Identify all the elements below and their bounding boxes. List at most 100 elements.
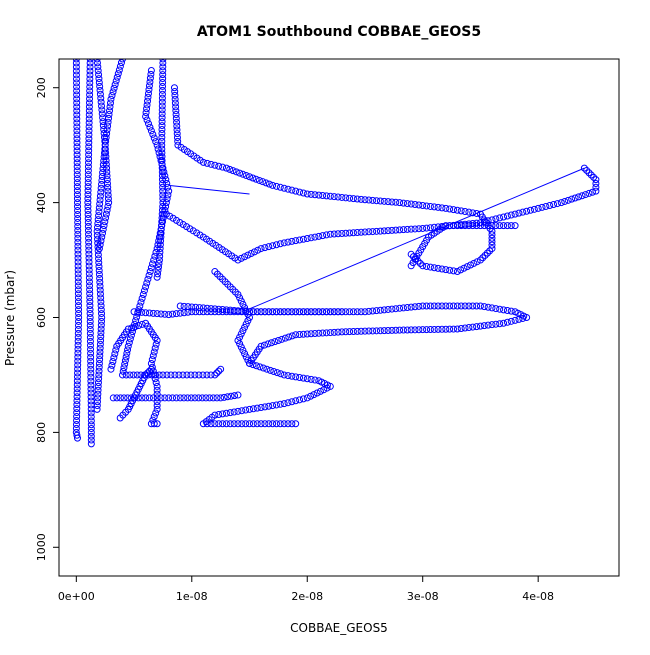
data-point	[467, 261, 475, 269]
data-point	[130, 308, 138, 316]
data-point	[100, 222, 108, 230]
data-point	[86, 71, 94, 79]
data-point	[457, 302, 465, 310]
data-point	[142, 283, 150, 291]
data-point	[388, 198, 396, 206]
data-point	[469, 323, 477, 331]
data-point	[86, 306, 94, 314]
data-point	[73, 95, 81, 103]
data-point	[96, 348, 104, 356]
data-point	[85, 135, 93, 143]
data-point	[164, 183, 172, 191]
data-point	[234, 391, 242, 399]
data-point	[253, 308, 261, 316]
data-point	[307, 392, 315, 400]
data-point	[173, 126, 181, 134]
data-point	[465, 208, 473, 216]
data-point	[241, 304, 249, 312]
data-point	[369, 327, 377, 335]
data-point	[102, 137, 110, 145]
data-point	[357, 195, 365, 203]
data-point	[326, 329, 334, 337]
data-point	[96, 86, 104, 94]
data-point	[207, 160, 215, 168]
data-point	[146, 123, 154, 131]
data-point	[269, 420, 277, 428]
data-point	[74, 207, 82, 215]
data-point	[419, 201, 427, 209]
data-point	[95, 212, 103, 220]
data-point	[211, 420, 219, 428]
data-point	[99, 169, 107, 177]
data-point	[261, 244, 269, 252]
data-point	[73, 401, 81, 409]
data-point	[276, 420, 284, 428]
data-point	[564, 196, 572, 204]
data-point	[284, 185, 292, 193]
data-point	[403, 304, 411, 312]
data-point	[500, 213, 508, 221]
data-point	[307, 190, 315, 198]
data-point	[265, 243, 273, 251]
data-point	[147, 127, 155, 135]
data-point	[446, 205, 454, 213]
data-point	[215, 305, 223, 313]
data-point	[450, 206, 458, 214]
data-point	[73, 83, 81, 91]
data-point	[434, 325, 442, 333]
data-point	[155, 263, 163, 271]
data-point	[172, 394, 180, 402]
data-point	[94, 390, 102, 398]
data-point	[96, 90, 104, 98]
data-point	[242, 420, 250, 428]
data-point	[155, 233, 163, 241]
x-axis: 0e+00 1e-08 2e-08 3e-08 4e-08	[58, 576, 554, 603]
data-point	[523, 314, 531, 321]
data-point	[307, 234, 315, 242]
data-point	[220, 393, 228, 401]
data-point	[72, 71, 80, 79]
data-point	[86, 67, 94, 75]
data-point	[158, 110, 166, 118]
data-point	[72, 63, 80, 71]
data-point	[161, 172, 169, 180]
data-point	[86, 83, 94, 91]
data-point	[74, 254, 82, 262]
data-point	[538, 203, 546, 211]
data-point	[98, 106, 106, 114]
data-point	[288, 308, 296, 316]
data-point	[153, 394, 161, 402]
data-point	[74, 298, 82, 306]
data-point	[104, 183, 112, 191]
data-point	[357, 228, 365, 236]
data-point	[94, 243, 102, 251]
data-point	[136, 302, 144, 310]
data-point	[86, 87, 94, 95]
data-point	[124, 346, 132, 354]
data-point	[342, 328, 350, 336]
data-point	[106, 107, 114, 115]
data-point	[96, 278, 104, 286]
data-point	[142, 109, 150, 117]
data-point	[73, 127, 81, 135]
data-point	[84, 199, 92, 207]
connector-line	[168, 184, 250, 195]
data-point	[303, 394, 311, 402]
data-point	[322, 192, 330, 200]
data-point	[138, 308, 146, 316]
data-point	[74, 282, 82, 290]
data-point	[254, 246, 262, 254]
plot-area	[72, 59, 600, 448]
data-point	[96, 82, 104, 90]
data-point	[184, 303, 192, 311]
data-point	[480, 303, 488, 311]
data-point	[144, 89, 152, 97]
data-point	[575, 193, 583, 201]
data-point	[94, 394, 102, 402]
data-point	[307, 330, 315, 338]
data-point	[319, 232, 327, 240]
data-point	[97, 333, 105, 341]
data-point	[74, 321, 82, 329]
data-point	[158, 172, 166, 180]
